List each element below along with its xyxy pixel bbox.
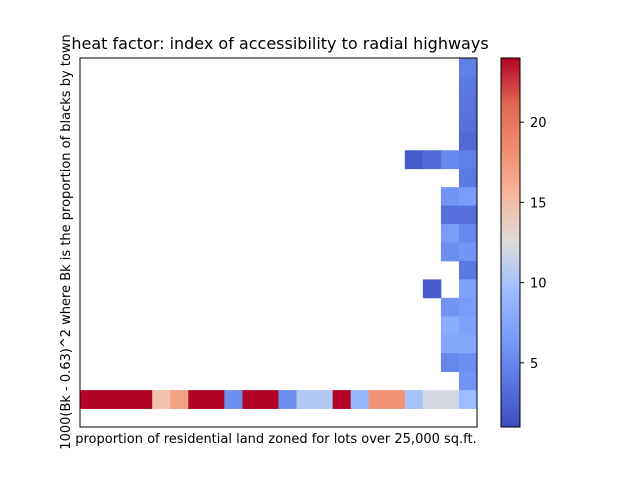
heatmap-cell [422, 279, 442, 299]
heatmap-cell [422, 390, 442, 409]
heatmap-cell [458, 390, 478, 409]
heatmap-cell [134, 390, 153, 409]
heatmap-cell [98, 390, 117, 409]
heatmap-cell [278, 390, 297, 409]
heatmap-cell [440, 297, 460, 317]
heatmap-cell [386, 390, 406, 409]
heatmap-cell [188, 390, 207, 409]
heatmap-cell [314, 390, 334, 409]
colorbar-tick-label: 15 [530, 196, 547, 211]
heatmap-cell [458, 94, 478, 114]
heatmap-cell [458, 297, 478, 317]
heatmap-cell [152, 390, 171, 409]
heatmap-cell [440, 316, 460, 336]
heatmap-cell [458, 205, 478, 225]
heatmap-cell [458, 242, 478, 262]
heatmap-cell [224, 390, 243, 409]
heatmap-cell [440, 334, 460, 354]
heatmap-cell [458, 76, 478, 96]
heatmap-cell [260, 390, 279, 409]
colorbar-tick-label: 20 [530, 116, 547, 131]
colorbar-tick-label: 5 [530, 357, 538, 372]
heatmap-cell [440, 224, 460, 243]
heatmap-cell [458, 260, 478, 280]
colorbar-tick-label: 10 [530, 277, 547, 292]
heatmap-cell [458, 316, 478, 336]
heatmap-cell [440, 150, 460, 170]
heatmap-cell [440, 390, 460, 409]
heatmap-cell [332, 390, 352, 409]
heatmap-cell [458, 58, 478, 77]
heatmap-cell [440, 205, 460, 225]
heatmap-cell [440, 242, 460, 262]
heatmap-cell [458, 371, 478, 391]
heatmap-cell [116, 390, 135, 409]
heatmap-cell [296, 390, 315, 409]
heatmap-cell [458, 224, 478, 243]
heatmap-cell [404, 390, 424, 409]
heatmap-cell [458, 150, 478, 170]
heatmap-cell [422, 150, 442, 170]
heatmap-cell [350, 390, 370, 409]
heatmap-cell [206, 390, 225, 409]
heatmap-cell [458, 113, 478, 133]
heatmap-cell [242, 390, 261, 409]
heatmap-cell [80, 390, 99, 409]
heatmap-cell [458, 187, 478, 206]
plot-frame [79, 57, 478, 428]
chart-title: heat factor: index of accessibility to r… [71, 34, 488, 53]
heatmap-cell [440, 187, 460, 206]
heatmap-cell [440, 353, 460, 373]
heatmap-cell [368, 390, 388, 409]
heatmap-cells [80, 58, 478, 409]
heatmap-cell [458, 334, 478, 354]
heatmap-cell [404, 150, 424, 170]
heatmap-cell [458, 168, 478, 188]
colorbar-ticks: 5 10 15 20 [520, 116, 547, 372]
heatmap-cell [170, 390, 189, 409]
colorbar [500, 57, 521, 428]
x-axis-label: proportion of residential land zoned for… [75, 432, 477, 447]
heatmap-cell [458, 131, 478, 151]
heatmap-cell [458, 279, 478, 299]
heatmap-cell [458, 353, 478, 373]
y-axis-label: 1000(Bk - 0.63)^2 where Bk is the propor… [59, 34, 74, 449]
